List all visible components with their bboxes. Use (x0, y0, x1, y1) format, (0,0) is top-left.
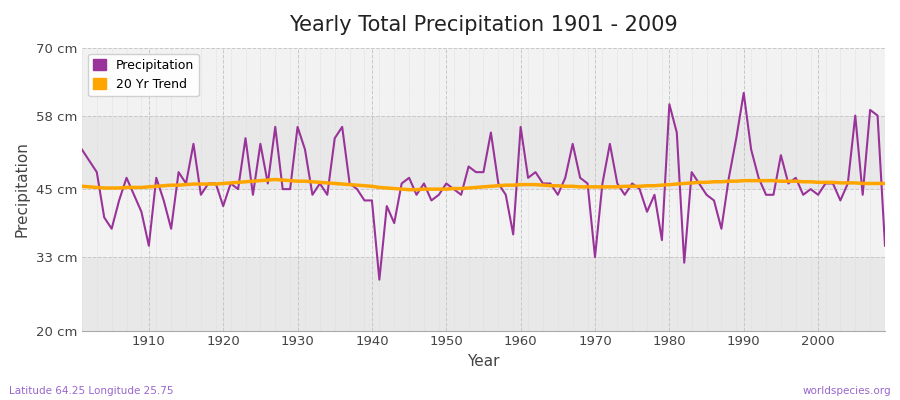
Bar (82, 189, 885, 257)
X-axis label: Year: Year (467, 354, 500, 369)
Text: worldspecies.org: worldspecies.org (803, 386, 891, 396)
Text: Latitude 64.25 Longitude 25.75: Latitude 64.25 Longitude 25.75 (9, 386, 174, 396)
Bar (82, 116, 885, 189)
Title: Yearly Total Precipitation 1901 - 2009: Yearly Total Precipitation 1901 - 2009 (289, 15, 678, 35)
Legend: Precipitation, 20 Yr Trend: Precipitation, 20 Yr Trend (88, 54, 199, 96)
Bar (82, 257, 885, 330)
Y-axis label: Precipitation: Precipitation (15, 141, 30, 237)
Bar (82, 48, 885, 116)
